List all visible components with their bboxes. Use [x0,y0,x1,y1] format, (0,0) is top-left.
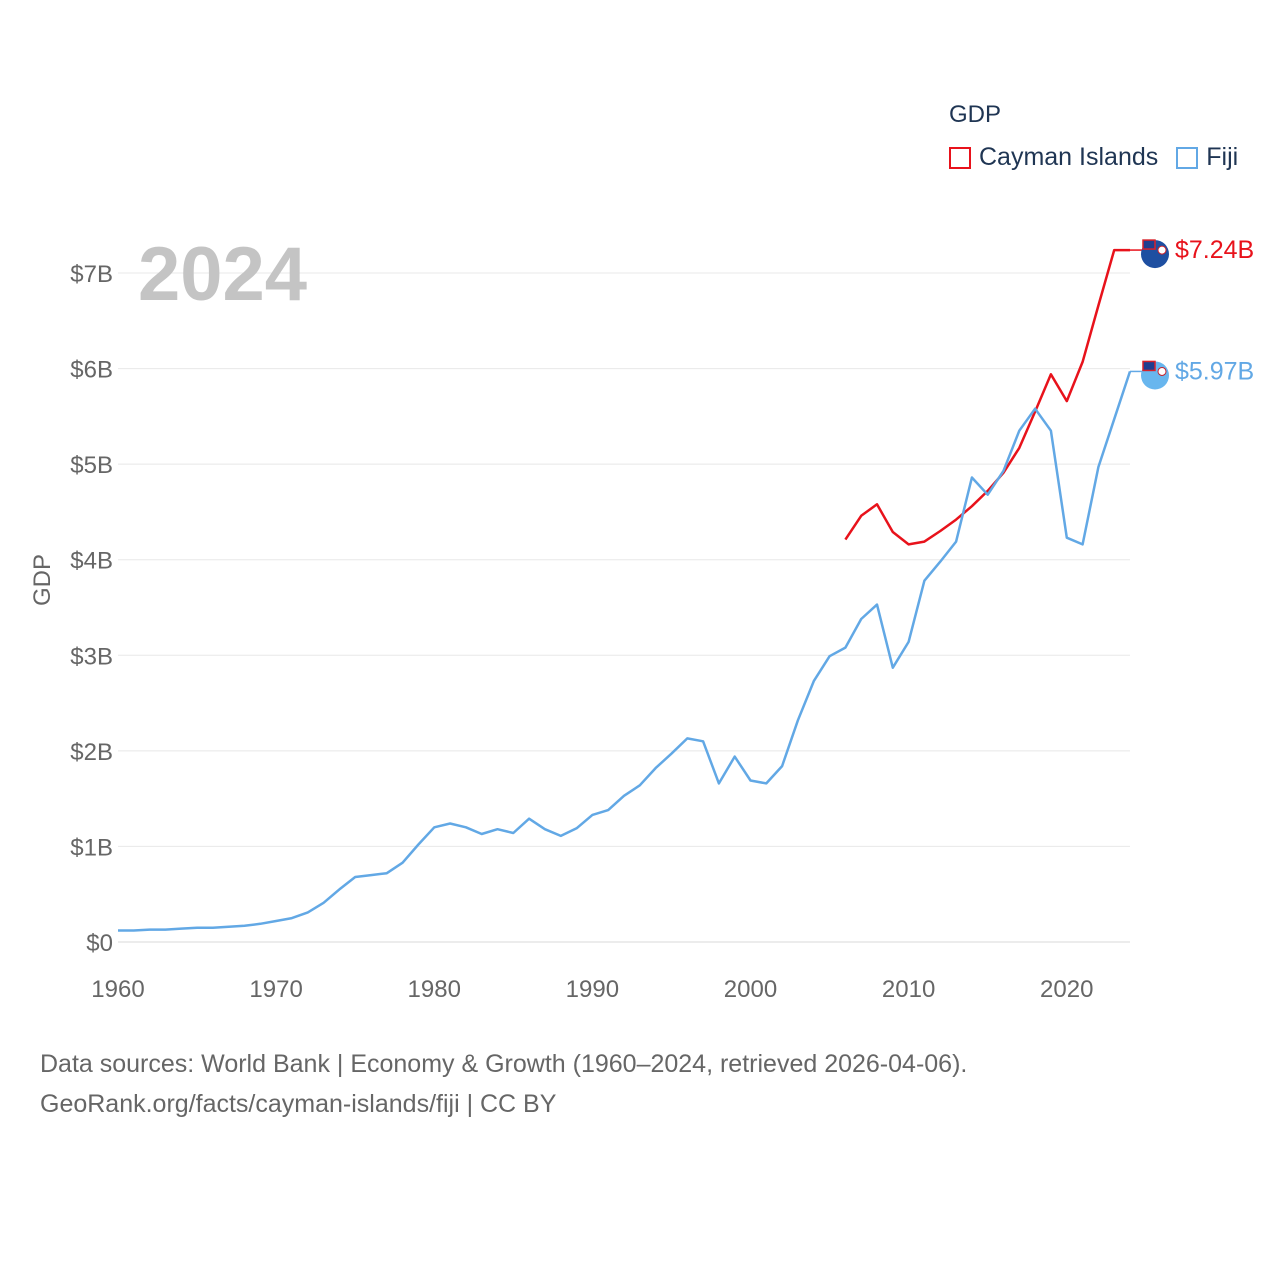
x-tick-label: 2010 [882,976,935,1003]
end-value-label-cayman-islands: $7.24B [1175,236,1254,264]
series-end-labels: $7.24B $5.97B [1130,236,1254,390]
y-tick-label: $6B [70,357,113,384]
cayman-islands-flag-icon [1141,239,1169,269]
y-tick-label: $3B [70,643,113,670]
year-watermark: 2024 [138,232,307,317]
x-axis-ticks: 1960 1970 1980 1990 2000 2010 2020 [91,976,1093,1003]
cayman-islands-flag-icon-canton [1142,239,1156,250]
legend-entry-cayman-islands[interactable]: Cayman Islands [949,143,1158,172]
grid-lines [118,272,1130,943]
source-note: Data sources: World Bank | Economy & Gro… [40,1044,967,1124]
series-lines [118,248,1132,932]
fiji-flag-icon-canton [1142,360,1156,372]
source-line-1: Data sources: World Bank | Economy & Gro… [40,1050,968,1078]
x-tick-label: 2020 [1040,976,1093,1003]
legend-swatch-cayman-islands [949,146,971,169]
y-tick-label: $0 [86,930,113,957]
y-axis-title: GDP [29,554,56,606]
end-value-label-fiji: $5.97B [1175,357,1254,385]
source-line-2[interactable]: GeoRank.org/facts/cayman-islands/fiji | … [40,1090,557,1118]
x-tick-label: 1980 [408,976,461,1003]
series-line-fiji [118,371,1132,932]
fiji-flag-icon-emblem [1157,366,1167,376]
legend-label-fiji: Fiji [1206,143,1239,171]
x-tick-label: 1990 [566,976,619,1003]
x-tick-label: 1970 [249,976,302,1003]
y-tick-label: $1B [70,834,113,861]
y-tick-label: $2B [70,739,113,766]
legend-label-cayman-islands: Cayman Islands [979,143,1159,171]
series-line-cayman-islands [844,248,1130,546]
y-axis-ticks: $0 $1B $2B $3B $4B $5B $6B $7B [70,261,113,957]
legend-title: GDP [949,101,1002,128]
fiji-flag-icon [1141,360,1169,390]
legend-swatch-fiji [1176,146,1199,169]
x-tick-label: 1960 [91,976,144,1003]
y-tick-label: $4B [70,548,113,575]
x-tick-label: 2000 [724,976,777,1003]
y-tick-label: $5B [70,452,113,479]
legend: Cayman Islands Fiji [949,143,1256,172]
cayman-islands-flag-icon-emblem [1157,245,1167,255]
y-tick-label: $7B [70,261,113,288]
legend-entry-fiji[interactable]: Fiji [1176,143,1238,172]
